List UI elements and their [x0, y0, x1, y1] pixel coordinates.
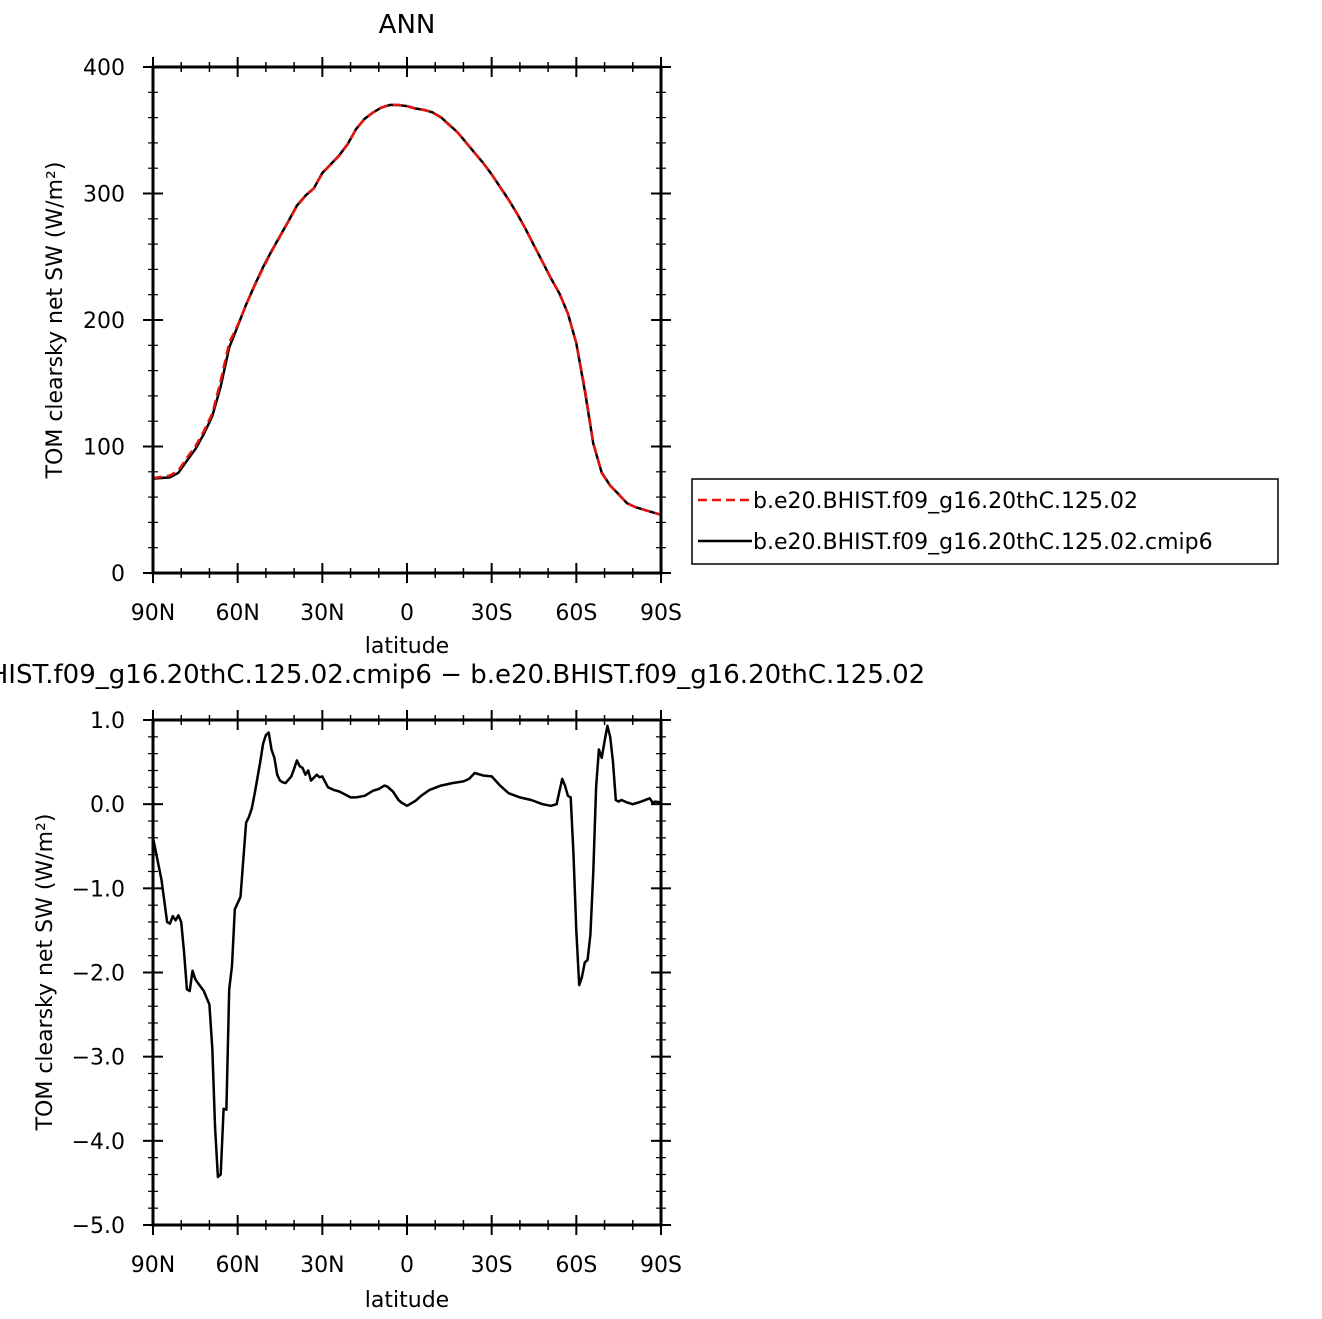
y-tick-label: −5.0 — [72, 1214, 125, 1239]
y-tick-label: 0.0 — [90, 793, 125, 818]
y-tick-label: 1.0 — [90, 709, 125, 734]
series-line-solid — [152, 103, 662, 516]
y-tick-label: 100 — [83, 436, 125, 461]
x-axis-label: latitude — [365, 634, 449, 659]
x-tick-label: 30N — [300, 601, 344, 626]
series-line-solid — [151, 724, 662, 1179]
y-tick-label: 200 — [83, 309, 125, 334]
chart-title: b.e20.BHIST.f09_g16.20thC.125.02.cmip6 −… — [0, 660, 925, 690]
legend: b.e20.BHIST.f09_g16.20thC.125.02 b.e20.B… — [691, 478, 1279, 565]
x-axis-label: latitude — [365, 1288, 449, 1313]
x-tick-label: 30S — [471, 601, 513, 626]
x-tick-label: 60N — [215, 1253, 259, 1278]
legend-label: b.e20.BHIST.f09_g16.20thC.125.02.cmip6 — [753, 530, 1213, 555]
x-tick-label: 60S — [555, 1253, 597, 1278]
legend-box — [691, 478, 1279, 565]
y-tick-label: 300 — [83, 183, 125, 208]
x-tick-label: 60S — [555, 601, 597, 626]
x-tick-label: 90N — [131, 601, 175, 626]
x-tick-label: 30S — [471, 1253, 513, 1278]
x-tick-label: 0 — [400, 601, 414, 626]
y-axis-label: TOM clearsky net SW (W/m²) — [43, 162, 68, 480]
chart-title: ANN — [379, 10, 436, 40]
plot-frame — [151, 718, 663, 1227]
series-line-dashed — [152, 103, 662, 516]
plot-frame — [151, 65, 663, 575]
y-tick-label: −2.0 — [72, 962, 125, 987]
legend-label: b.e20.BHIST.f09_g16.20thC.125.02 — [753, 489, 1138, 514]
x-tick-label: 90N — [131, 1253, 175, 1278]
y-tick-label: −1.0 — [72, 877, 125, 902]
y-tick-label: 400 — [83, 56, 125, 81]
y-axis-label: TOM clearsky net SW (W/m²) — [33, 814, 58, 1132]
top-chart: ANN 90N 60N 30N 0 30S 60S 90S 0 100 200 300 400 la… — [43, 10, 1279, 659]
x-tick-label: 90S — [640, 1253, 682, 1278]
x-tick-label: 30N — [300, 1253, 344, 1278]
x-tick-label: 0 — [400, 1253, 414, 1278]
bottom-chart: b.e20.BHIST.f09_g16.20thC.125.02.cmip6 −… — [0, 660, 925, 1313]
y-tick-label: −4.0 — [72, 1130, 125, 1155]
x-tick-label: 90S — [640, 601, 682, 626]
x-tick-label: 60N — [215, 601, 259, 626]
y-tick-label: −3.0 — [72, 1046, 125, 1071]
y-tick-label: 0 — [111, 562, 125, 587]
